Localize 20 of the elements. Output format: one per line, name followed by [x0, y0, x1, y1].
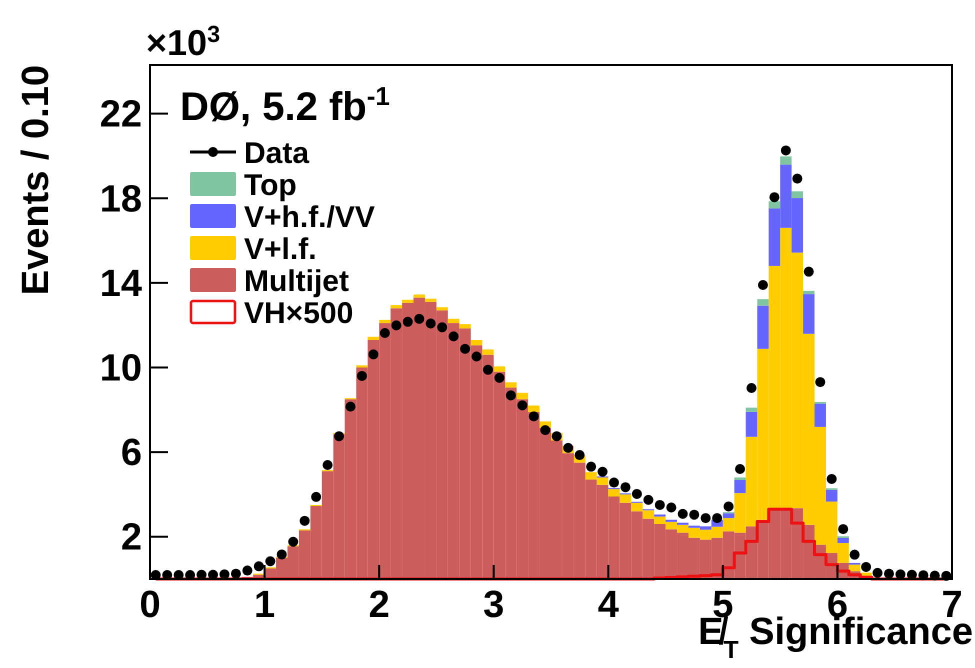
x-tick-label: 0 [139, 584, 161, 626]
x-tick-label: 4 [598, 584, 619, 626]
legend-label: V+l.f. [244, 233, 317, 266]
x-tick-label: 3 [483, 584, 504, 626]
legend-label: Top [244, 169, 297, 202]
legend-label: VH×500 [244, 297, 354, 330]
y-tick-label: 14 [100, 262, 142, 305]
x-tick-label: 2 [368, 584, 390, 626]
legend-label: V+h.f./VV [244, 201, 375, 234]
annotation: DØ, 5.2 fb$^{-1}$ [180, 81, 390, 129]
text: ×10$^{3}$ [146, 21, 220, 63]
y-tick-label: 2 [120, 516, 142, 559]
y-tick-label: 10 [100, 347, 142, 390]
y-tick-label: 22 [100, 94, 142, 136]
y-axis-title: Events / 0.10 [15, 65, 57, 296]
y-tick-label: 18 [100, 178, 142, 220]
legend-label: Data [244, 137, 310, 170]
legend-label: Multijet [244, 265, 349, 298]
x-tick-label: 1 [254, 584, 276, 626]
y-tick-label: 6 [120, 432, 142, 474]
